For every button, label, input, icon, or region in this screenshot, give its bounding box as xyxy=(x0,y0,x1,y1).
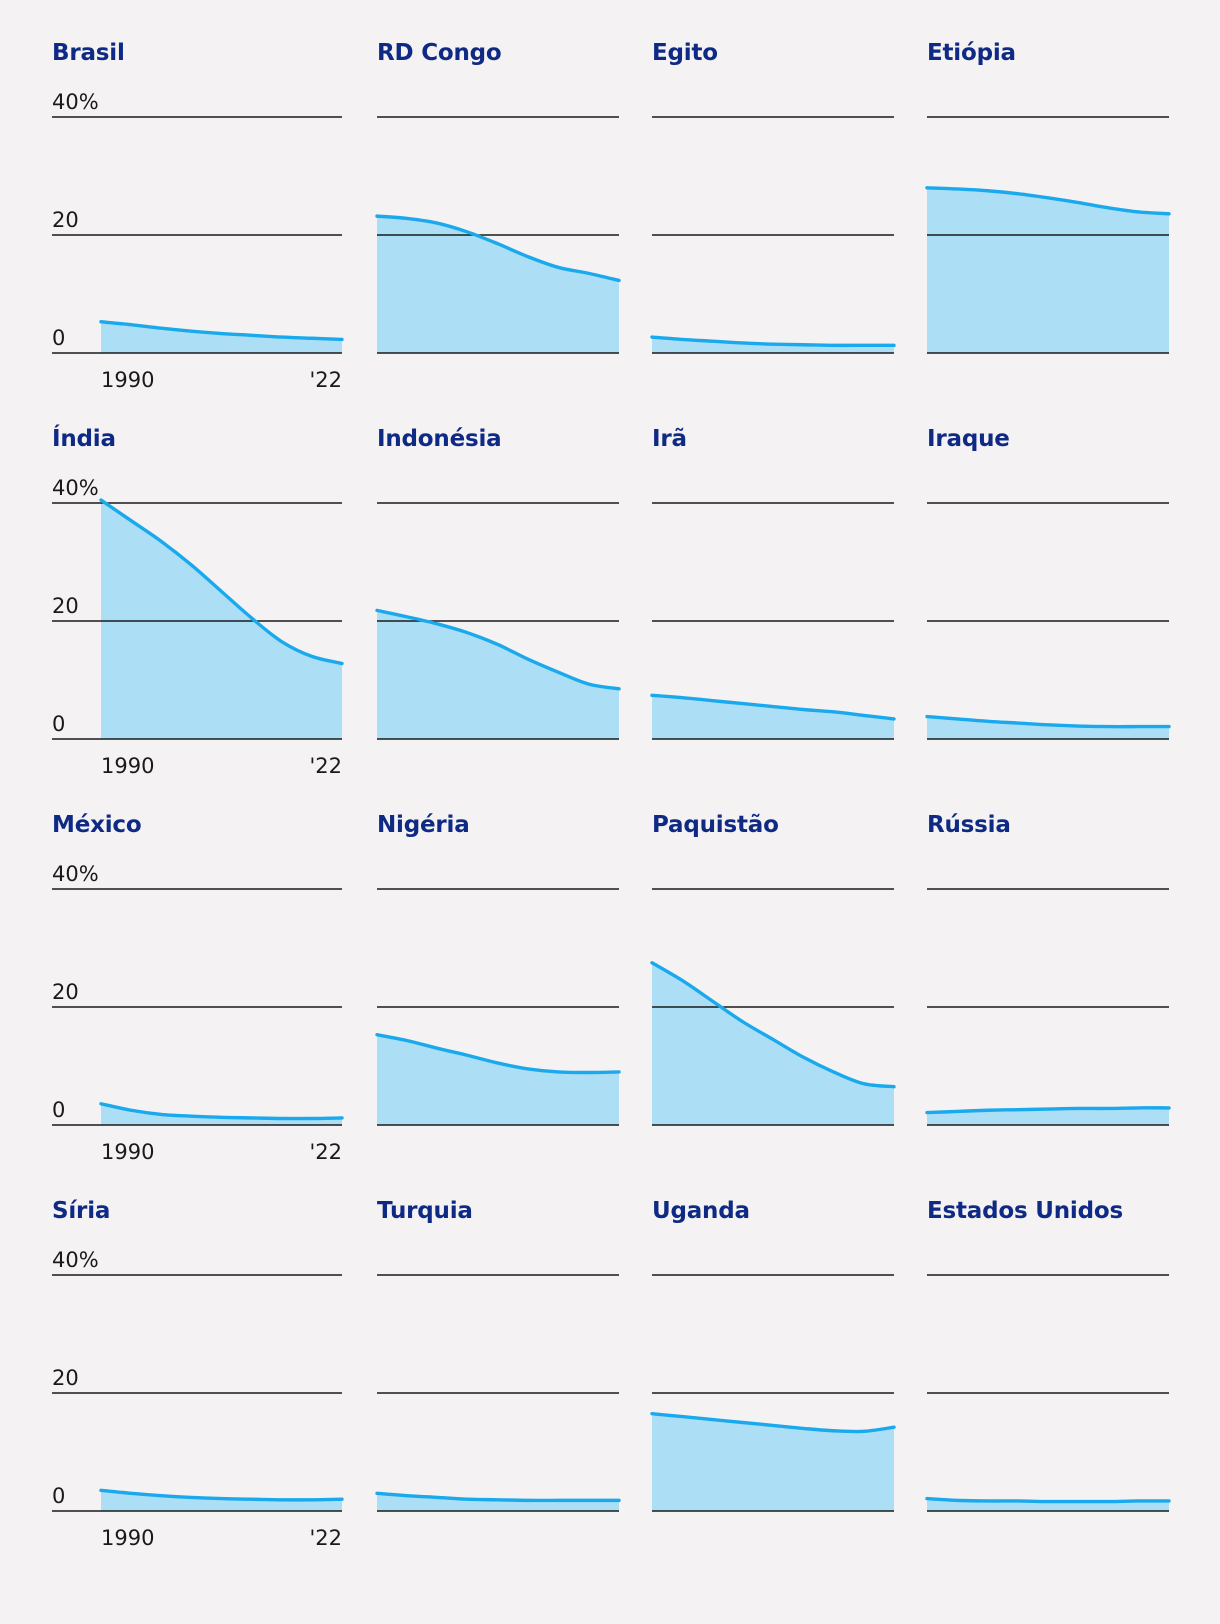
area-fill xyxy=(377,610,619,739)
x-tick-label: 1990 xyxy=(101,754,154,778)
area-fill xyxy=(927,1107,1169,1125)
y-tick-label: 20 xyxy=(52,208,79,232)
series-line xyxy=(650,1411,896,1434)
panel-plot xyxy=(650,116,896,354)
panel-plot: 0 20 40% 1990 '22 xyxy=(52,476,344,778)
series-line xyxy=(650,693,896,721)
x-tick-label: 1990 xyxy=(101,1140,154,1164)
y-tick-label: 40% xyxy=(52,1248,99,1272)
series-line xyxy=(99,498,344,666)
panel-title: Etiópia xyxy=(927,40,1016,66)
panel-title: Rússia xyxy=(927,812,1011,838)
x-tick-label: '22 xyxy=(310,368,343,392)
y-tick-label: 0 xyxy=(52,1098,65,1122)
chart-panel: Turquia xyxy=(375,1158,677,1544)
y-tick-label: 20 xyxy=(52,594,79,618)
y-tick-label: 0 xyxy=(52,712,65,736)
panel-plot: 0 20 40% 1990 '22 xyxy=(52,862,344,1164)
series-line xyxy=(375,214,621,283)
area-fill xyxy=(927,187,1169,353)
panel-title: Turquia xyxy=(377,1198,473,1224)
area-fill xyxy=(652,962,894,1125)
series-line xyxy=(650,335,896,348)
chart-panel: Índia 0 20 40% 1990 '22 xyxy=(52,386,352,778)
series-line xyxy=(925,1496,1171,1504)
panel-plot xyxy=(925,1274,1171,1512)
panel-title: Índia xyxy=(52,426,116,452)
y-tick-label: 40% xyxy=(52,90,99,114)
x-tick-label: '22 xyxy=(310,1140,343,1164)
chart-panel: Uganda xyxy=(650,1158,952,1544)
panel-title: México xyxy=(52,812,142,838)
panel-title: Nigéria xyxy=(377,812,470,838)
chart-panel: Rússia xyxy=(925,772,1220,1158)
area-fill xyxy=(652,695,894,739)
panel-title: Brasil xyxy=(52,40,125,66)
panel-title: Indonésia xyxy=(377,426,502,452)
panel-title: Uganda xyxy=(652,1198,750,1224)
panel-plot xyxy=(375,502,621,740)
chart-panel: Etiópia xyxy=(925,0,1220,386)
area-fill xyxy=(101,500,342,739)
chart-panel: RD Congo xyxy=(375,0,677,386)
x-tick-label: 1990 xyxy=(101,368,154,392)
y-tick-label: 0 xyxy=(52,1484,65,1508)
y-tick-label: 40% xyxy=(52,862,99,886)
chart-panel: México 0 20 40% 1990 '22 xyxy=(52,772,352,1164)
panel-plot xyxy=(925,116,1171,354)
panel-plot xyxy=(925,888,1171,1126)
panel-title: Irã xyxy=(652,426,687,452)
panel-title: Síria xyxy=(52,1198,111,1224)
panel-title: Iraque xyxy=(927,426,1010,452)
y-tick-label: 20 xyxy=(52,980,79,1004)
chart-panel: Brasil 0 20 40% 1990 '22 xyxy=(52,0,352,392)
area-fill xyxy=(101,1490,342,1511)
panel-plot: 0 20 40% 1990 '22 xyxy=(52,1248,344,1550)
series-line xyxy=(925,1106,1171,1115)
panel-plot xyxy=(375,888,621,1126)
x-tick-label: 1990 xyxy=(101,1526,154,1550)
area-fill xyxy=(377,216,619,353)
chart-panel: Irã xyxy=(650,386,952,772)
series-line xyxy=(99,1488,344,1502)
series-line xyxy=(375,608,621,691)
y-tick-label: 20 xyxy=(52,1366,79,1390)
y-tick-label: 0 xyxy=(52,326,65,350)
panel-title: RD Congo xyxy=(377,40,502,66)
series-line xyxy=(99,1102,344,1121)
y-tick-label: 40% xyxy=(52,476,99,500)
panel-plot xyxy=(375,1274,621,1512)
chart-panel: Nigéria xyxy=(375,772,677,1158)
series-line xyxy=(375,1033,621,1075)
panel-plot xyxy=(925,502,1171,740)
series-line xyxy=(375,1491,621,1503)
chart-panel: Iraque xyxy=(925,386,1220,772)
chart-panel: Estados Unidos xyxy=(925,1158,1220,1544)
chart-panel: Egito xyxy=(650,0,952,386)
series-line xyxy=(925,714,1171,729)
area-fill xyxy=(101,1103,342,1125)
panel-title: Estados Unidos xyxy=(927,1198,1123,1224)
panel-title: Paquistão xyxy=(652,812,779,838)
series-line xyxy=(650,961,896,1089)
panel-plot xyxy=(650,502,896,740)
series-line xyxy=(99,320,344,342)
chart-panel: Síria 0 20 40% 1990 '22 xyxy=(52,1158,352,1550)
panel-plot xyxy=(650,888,896,1126)
panel-title: Egito xyxy=(652,40,718,66)
chart-panel: Paquistão xyxy=(650,772,952,1158)
chart-panel: Indonésia xyxy=(375,386,677,772)
series-line xyxy=(925,186,1171,216)
x-tick-label: '22 xyxy=(310,754,343,778)
panel-plot xyxy=(375,116,621,354)
area-fill xyxy=(652,1413,894,1511)
panel-plot: 0 20 40% 1990 '22 xyxy=(52,90,344,392)
area-fill xyxy=(377,1034,619,1125)
x-tick-label: '22 xyxy=(310,1526,343,1550)
panel-plot xyxy=(650,1274,896,1512)
